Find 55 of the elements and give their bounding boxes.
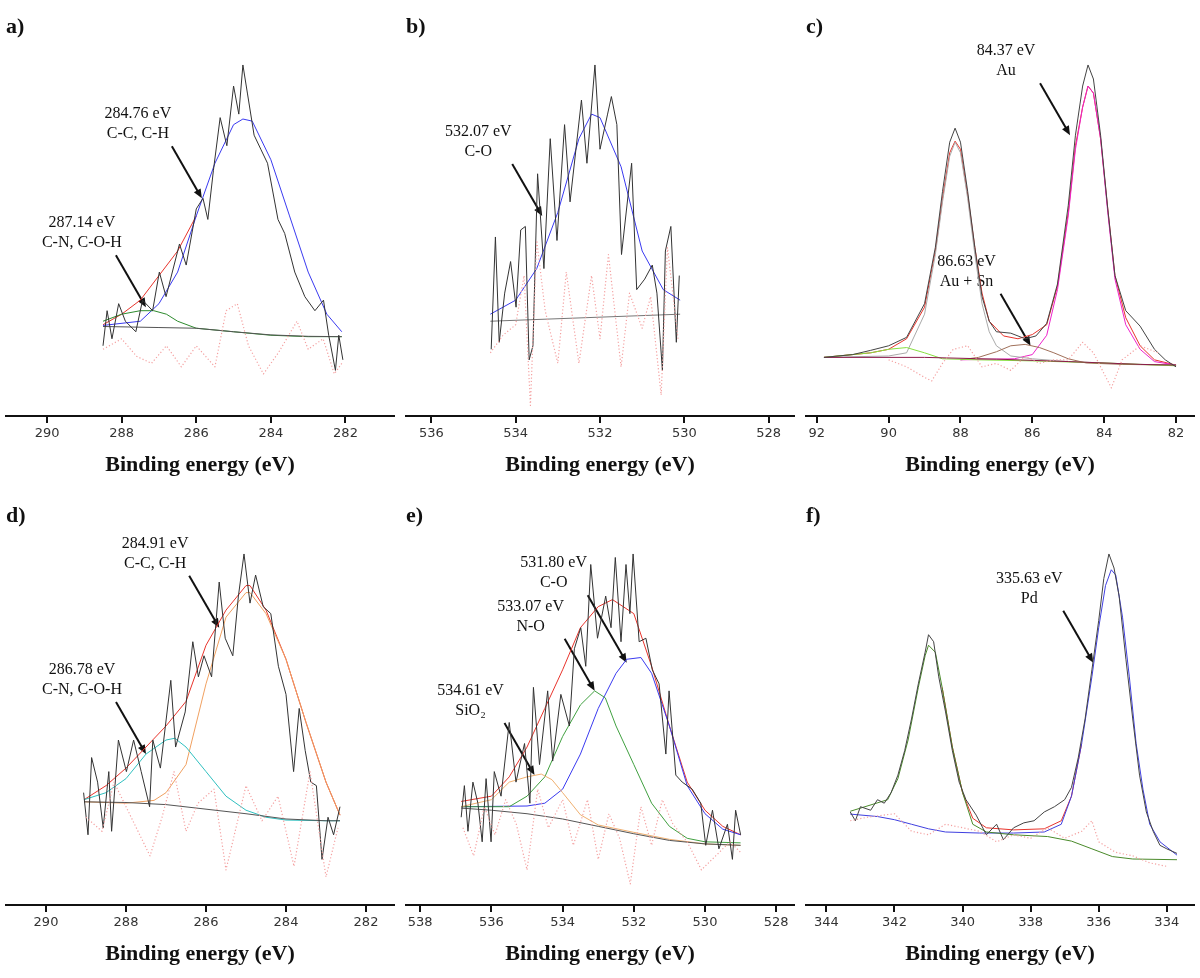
x-tick-label: 284 <box>273 914 299 930</box>
x-tick-label: 536 <box>418 425 444 441</box>
x-tick-label: 344 <box>814 914 839 930</box>
x-axis-title: Binding energy (eV) <box>905 451 1095 477</box>
chart-title: f) <box>806 501 821 527</box>
x-tick-label: 342 <box>882 914 907 930</box>
annotation: 532.07 eV C-O <box>444 121 512 159</box>
x-axis-title: Binding energy (eV) <box>505 451 695 477</box>
annotation: 84.37 eV Au <box>976 41 1036 79</box>
x-tick-label: 86 <box>1024 425 1041 441</box>
x-tick-label: 338 <box>1018 914 1044 930</box>
x-tick-label: 282 <box>353 914 379 930</box>
x-tick-label: 84 <box>1095 425 1113 441</box>
chart-title: d) <box>6 501 26 527</box>
x-axis-title: Binding energy (eV) <box>105 451 295 477</box>
annotation: 534.61 eV SiO₂ <box>437 681 505 719</box>
annotation: 286.78 eV C-N, C-O-H <box>42 660 123 698</box>
x-tick-label: 88 <box>952 425 969 441</box>
x-tick-label: 290 <box>34 425 60 441</box>
x-tick-label: 288 <box>113 914 139 930</box>
x-tick-label: 530 <box>671 425 697 441</box>
x-tick-label: 534 <box>503 425 529 441</box>
x-tick-label: 82 <box>1167 425 1185 441</box>
annotation: 533.07 eV N-O <box>497 596 565 634</box>
x-tick-label: 336 <box>1086 914 1112 930</box>
annotation: 284.91 eV C-C, C-H <box>121 533 189 571</box>
x-tick-label: 538 <box>407 914 433 930</box>
x-tick-label: 530 <box>692 914 718 930</box>
x-axis-title: Binding energy (eV) <box>905 940 1095 966</box>
chart-title: c) <box>806 12 824 38</box>
x-tick-label: 290 <box>33 914 59 930</box>
x-axis-title: Binding energy (eV) <box>505 940 695 966</box>
chart-title: b) <box>406 12 426 38</box>
x-tick-label: 536 <box>479 914 504 930</box>
annotation: 531.80 eV C-O <box>520 553 588 591</box>
x-tick-label: 532 <box>587 425 613 441</box>
x-tick-label: 90 <box>880 425 897 441</box>
chart-title: e) <box>406 501 424 527</box>
x-tick-label: 92 <box>808 425 826 441</box>
x-axis-title: Binding energy (eV) <box>105 940 295 966</box>
chart-title: a) <box>6 12 25 38</box>
x-tick-label: 528 <box>756 425 782 441</box>
x-tick-label: 532 <box>621 914 647 930</box>
x-tick-label: 286 <box>193 914 219 930</box>
annotation: 335.63 eV Pd <box>995 568 1064 606</box>
x-tick-label: 334 <box>1154 914 1180 930</box>
x-tick-label: 288 <box>109 425 135 441</box>
x-tick-label: 286 <box>183 425 209 441</box>
x-tick-label: 282 <box>333 425 358 441</box>
x-tick-label: 534 <box>550 914 576 930</box>
annotation: 284.76 eV C-C, C-H <box>104 104 172 142</box>
x-tick-label: 284 <box>258 425 284 441</box>
x-tick-label: 528 <box>763 914 789 930</box>
annotation: 287.14 eV C-N, C-O-H <box>41 213 123 251</box>
x-tick-label: 340 <box>950 914 975 930</box>
